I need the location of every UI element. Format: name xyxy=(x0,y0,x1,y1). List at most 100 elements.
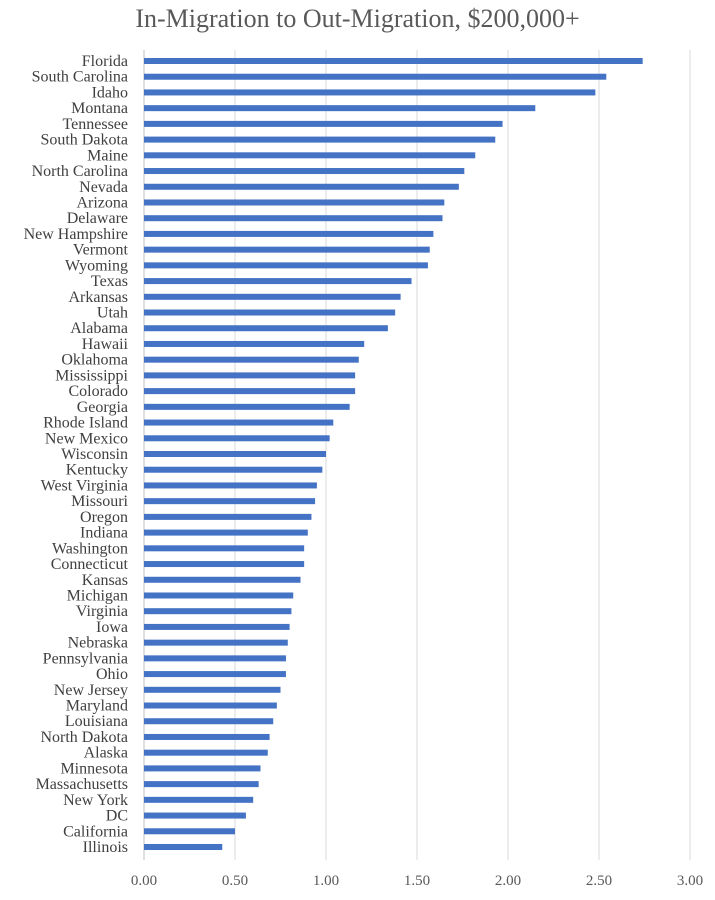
bar xyxy=(144,608,292,615)
category-label: Colorado xyxy=(68,383,128,400)
category-label: North Carolina xyxy=(32,163,128,180)
bars xyxy=(144,58,643,850)
category-label: Iowa xyxy=(96,619,128,636)
bar xyxy=(144,686,281,693)
category-label: Nevada xyxy=(79,179,128,196)
category-label: Mississippi xyxy=(55,367,128,384)
category-label: Texas xyxy=(91,273,128,290)
bar xyxy=(144,293,401,300)
category-label: Michigan xyxy=(67,587,128,604)
bar xyxy=(144,781,259,788)
bar xyxy=(144,73,607,80)
category-label: Virginia xyxy=(76,603,128,620)
bar xyxy=(144,796,254,803)
bar xyxy=(144,466,323,473)
bar xyxy=(144,765,261,772)
category-label: Kentucky xyxy=(66,462,128,479)
x-tick-label: 0.50 xyxy=(222,873,248,889)
bar xyxy=(144,671,286,678)
category-label: Washington xyxy=(52,540,128,557)
bar xyxy=(144,592,294,599)
bar xyxy=(144,152,476,159)
bar xyxy=(144,482,317,489)
bar xyxy=(144,325,388,332)
category-label: Arizona xyxy=(76,194,128,211)
x-axis-ticks: 0.00 0.50 1.00 1.50 2.00 2.50 3.00 xyxy=(131,873,703,889)
category-label: Oregon xyxy=(80,509,128,526)
bar xyxy=(144,718,274,725)
bar xyxy=(144,388,356,395)
category-label: New Mexico xyxy=(45,430,128,447)
category-label: Connecticut xyxy=(51,556,129,573)
category-label: Pennsylvania xyxy=(43,650,128,667)
category-label: New Jersey xyxy=(54,682,128,699)
bar xyxy=(144,639,288,646)
bar xyxy=(144,58,643,64)
bar xyxy=(144,498,316,505)
category-label: South Dakota xyxy=(40,132,128,149)
bar xyxy=(144,733,270,740)
bar xyxy=(144,435,330,442)
bar xyxy=(144,278,412,285)
category-label: Montana xyxy=(71,100,128,117)
category-label: Wyoming xyxy=(65,257,128,274)
category-label: West Virginia xyxy=(41,477,128,494)
category-label: Minnesota xyxy=(60,760,128,777)
bar xyxy=(144,309,396,316)
category-label: Georgia xyxy=(77,399,128,416)
category-label: Wisconsin xyxy=(61,446,128,463)
bar xyxy=(144,230,434,237)
bar xyxy=(144,215,443,222)
x-tick-label: 2.00 xyxy=(495,873,521,889)
bar xyxy=(144,262,428,269)
category-label: Nebraska xyxy=(68,635,128,652)
bar xyxy=(144,136,496,143)
x-tick-label: 1.00 xyxy=(313,873,339,889)
bar xyxy=(144,340,365,347)
bar xyxy=(144,513,312,520)
category-label: Utah xyxy=(97,305,128,322)
category-label: Louisiana xyxy=(65,713,128,730)
bar xyxy=(144,451,326,457)
category-label: Hawaii xyxy=(82,336,129,353)
category-label: New Hampshire xyxy=(24,226,128,243)
x-tick-label: 0.00 xyxy=(131,873,157,889)
bar xyxy=(144,529,308,536)
bar xyxy=(144,403,350,410)
category-label: Vermont xyxy=(73,242,129,259)
category-label: Indiana xyxy=(80,525,128,542)
bar xyxy=(144,623,290,630)
category-label: Ohio xyxy=(96,666,128,683)
category-label: Maryland xyxy=(66,698,128,715)
bar xyxy=(144,702,277,709)
category-label: Idaho xyxy=(92,84,128,101)
bar xyxy=(144,561,305,568)
bar xyxy=(144,749,268,756)
chart-title: In-Migration to Out-Migration, $200,000+ xyxy=(135,4,580,33)
x-tick-label: 3.00 xyxy=(677,873,703,889)
x-tick-label: 2.50 xyxy=(586,873,612,889)
bar xyxy=(144,655,286,662)
category-label: Alabama xyxy=(70,320,128,337)
category-label: Missouri xyxy=(71,493,128,510)
category-label: Illinois xyxy=(83,839,128,856)
category-label: California xyxy=(63,823,128,840)
bar xyxy=(144,812,246,819)
category-label: Delaware xyxy=(67,210,128,227)
category-label: Tennessee xyxy=(62,116,128,133)
bar xyxy=(144,199,445,206)
bar xyxy=(144,844,223,850)
bar xyxy=(144,545,305,552)
bar xyxy=(144,89,596,96)
bar xyxy=(144,356,359,363)
bar xyxy=(144,576,301,583)
category-label: Oklahoma xyxy=(61,352,128,369)
category-label: New York xyxy=(63,792,128,809)
category-label: DC xyxy=(106,808,128,825)
bar xyxy=(144,372,356,379)
bar xyxy=(144,183,459,190)
category-label: Florida xyxy=(82,53,128,70)
x-tick-label: 1.50 xyxy=(404,873,430,889)
